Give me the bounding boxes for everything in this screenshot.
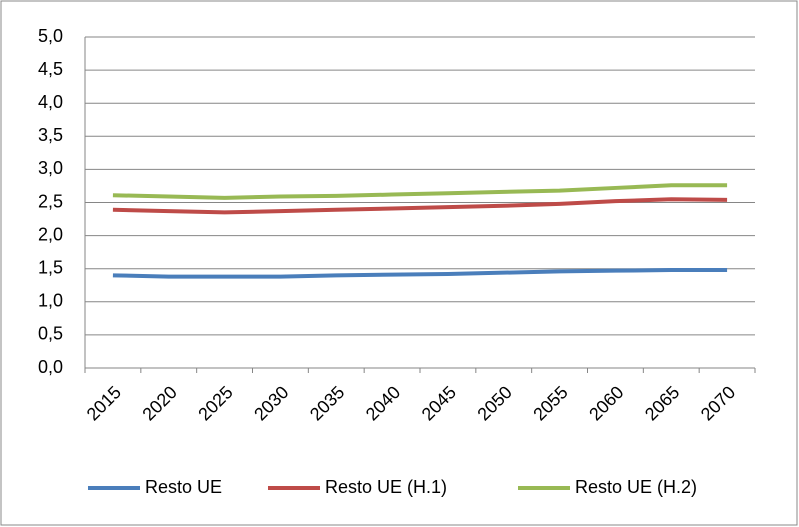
y-tick-label: 2,0 <box>38 224 63 244</box>
y-tick-label: 1,5 <box>38 257 63 277</box>
y-tick-label: 3,0 <box>38 158 63 178</box>
legend-label: Resto UE <box>145 477 222 497</box>
legend-label: Resto UE (H.1) <box>325 477 447 497</box>
y-tick-label: 0,0 <box>38 357 63 377</box>
series-line <box>112 268 728 279</box>
y-tick-label: 1,0 <box>38 291 63 311</box>
series-line <box>112 197 728 215</box>
series-line <box>112 183 728 200</box>
y-tick-label: 2,5 <box>38 191 63 211</box>
y-tick-label: 0,5 <box>38 324 63 344</box>
y-tick-label: 4,5 <box>38 59 63 79</box>
y-tick-label: 3,5 <box>38 125 63 145</box>
y-tick-label: 4,0 <box>38 92 63 112</box>
legend-label: Resto UE (H.2) <box>575 477 697 497</box>
y-tick-label: 5,0 <box>38 26 63 46</box>
